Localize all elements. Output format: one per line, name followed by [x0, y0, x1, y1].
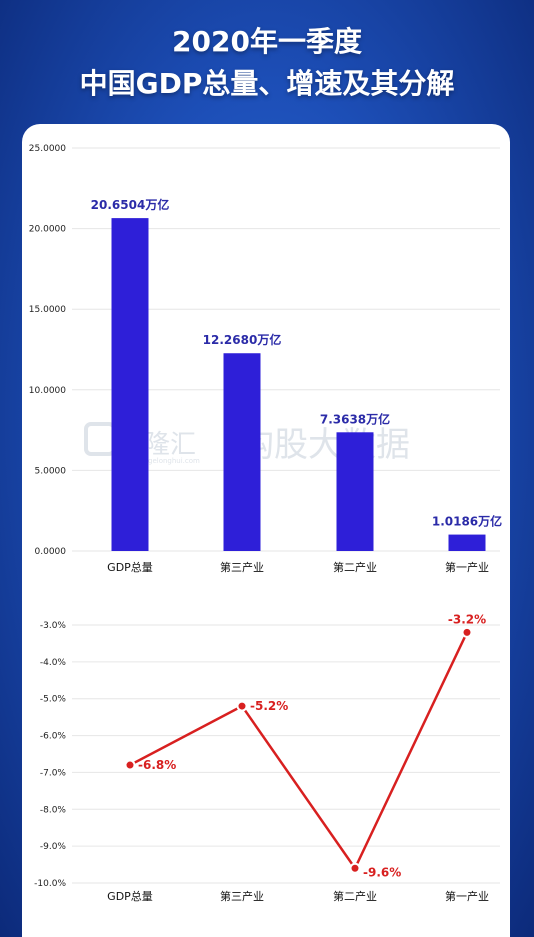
line-y-tick: -7.0% [40, 768, 67, 778]
bar-y-tick: 5.0000 [35, 466, 67, 476]
line-point [124, 759, 136, 771]
line-y-tick: -10.0% [34, 879, 66, 889]
line-data-label: -9.6% [363, 865, 401, 879]
line-x-tick: 第二产业 [333, 889, 377, 903]
bar-y-tick: 0.0000 [35, 547, 67, 557]
chart-title-line1: 2020年一季度 [172, 25, 362, 58]
line-y-tick: -9.0% [40, 842, 67, 852]
bar-x-tick: 第三产业 [220, 560, 264, 574]
line-x-tick: 第三产业 [220, 889, 264, 903]
line-point [349, 862, 361, 874]
bar-y-tick: 15.0000 [29, 305, 66, 315]
bar-chart: 0.0000 5.0000 10.0000 15.0000 20.0000 25.0000… [29, 144, 502, 574]
bar-data-label: 1.0186万亿 [432, 514, 502, 529]
line-x-tick: GDP总量 [107, 889, 153, 903]
line-x-tick: 第一产业 [445, 889, 489, 903]
bar-x-tick: 第二产业 [333, 560, 377, 574]
bar-y-tick: 20.0000 [29, 225, 66, 235]
chart-title-line2: 中国GDP总量、增速及其分解 [79, 67, 455, 100]
bar-y-tick: 25.0000 [29, 144, 66, 154]
line-point [461, 626, 473, 638]
bar [223, 353, 261, 551]
watermark-logo-icon [84, 422, 116, 456]
line-y-tick: -8.0% [40, 805, 67, 815]
line-point [236, 700, 248, 712]
bar-y-tick: 10.0000 [29, 386, 66, 396]
line-data-label: -6.8% [138, 758, 176, 772]
bar-data-label: 20.6504万亿 [91, 197, 170, 212]
line-data-label: -3.2% [448, 612, 486, 626]
bar [336, 432, 374, 551]
chart-panel [22, 124, 510, 937]
bar [448, 534, 486, 551]
line-series [129, 631, 469, 871]
line-y-tick: -4.0% [40, 658, 67, 668]
line-y-tick: -5.0% [40, 695, 67, 705]
bar-x-tick: 第一产业 [445, 560, 489, 574]
bar [111, 218, 149, 552]
line-y-tick: -3.0% [40, 621, 67, 631]
line-data-label: -5.2% [250, 699, 288, 713]
bar-data-label: 7.3638万亿 [320, 411, 390, 426]
line-chart: -10.0% -9.0% -8.0% -7.0% -6.0% -5.0% -4.0% -3.0… [34, 612, 500, 903]
line-y-tick: -6.0% [40, 732, 67, 742]
bar-data-label: 12.2680万亿 [203, 332, 282, 347]
watermark-domain: gelonghui.com [148, 457, 200, 465]
bar-x-tick: GDP总量 [107, 560, 153, 574]
watermark-text: 构股大数据 [240, 425, 410, 465]
